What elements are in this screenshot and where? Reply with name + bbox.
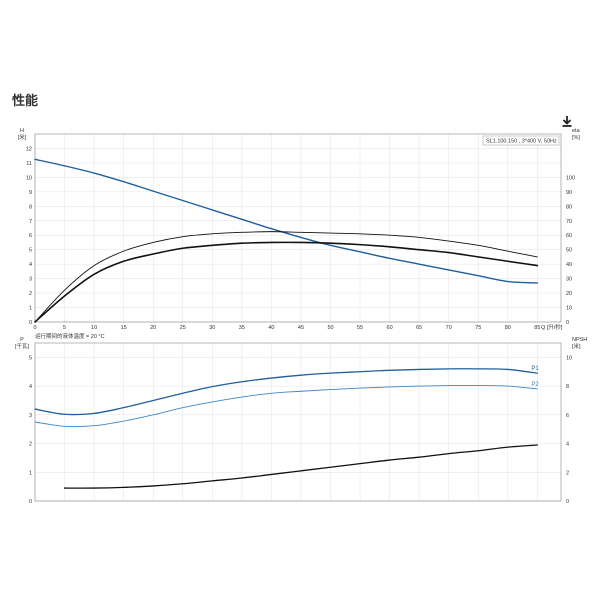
x-axis-label: Q [升/秒] <box>541 323 563 331</box>
tick-label-y-right: 30 <box>566 277 572 283</box>
tick-label-y-right: 10 <box>566 306 572 312</box>
tick-label-y-right: 60 <box>566 233 572 239</box>
tick-label-x: 0 <box>33 325 36 331</box>
tick-label-y-left: 10 <box>26 175 32 181</box>
y-right-axis-label: NPSH <box>572 337 587 343</box>
tick-label-y-right: 20 <box>566 291 572 297</box>
tick-label-x: 80 <box>505 325 511 331</box>
tick-label-x: 15 <box>121 325 127 331</box>
tick-label-y-right: 80 <box>566 204 572 210</box>
tick-label-x: 50 <box>327 325 333 331</box>
y-right-axis-unit: [%] <box>572 135 580 141</box>
tick-label-y-right: 90 <box>566 190 572 196</box>
info-box-text: SL1.100.150 , 3*400 V, 50Hz <box>486 139 557 145</box>
tick-label-y-right: 10 <box>566 355 572 361</box>
series-label: P2 <box>531 382 539 388</box>
tick-label-x: 60 <box>387 325 393 331</box>
series-line-1-2 <box>63 444 539 489</box>
download-icon[interactable] <box>560 114 574 128</box>
tick-label-y-left: 3 <box>29 413 32 419</box>
tick-label-x: 30 <box>209 325 215 331</box>
tick-label-y-right: 4 <box>566 442 569 448</box>
tick-label-x: 20 <box>150 325 156 331</box>
series-label: P1 <box>531 366 539 372</box>
tick-label-x: 45 <box>298 325 304 331</box>
tick-label-y-left: 5 <box>29 355 32 361</box>
tick-label-x: 65 <box>416 325 422 331</box>
tick-label-x: 75 <box>475 325 481 331</box>
plot-frame <box>34 342 562 502</box>
tick-label-y-left: 8 <box>29 204 32 210</box>
tick-label-x: 35 <box>239 325 245 331</box>
y-left-axis-unit: [千瓦] <box>15 342 30 350</box>
y-left-axis-label: P <box>20 337 24 343</box>
y-left-axis-label: H <box>20 128 24 134</box>
series-line-1-1 <box>34 384 538 428</box>
tick-label-y-right: 8 <box>566 384 569 390</box>
tick-label-y-left: 12 <box>26 146 32 152</box>
y-right-axis-label: eta <box>572 128 581 134</box>
y-right-axis-unit: [米] <box>572 342 581 350</box>
tick-label-x: 70 <box>446 325 452 331</box>
tick-label-x: 5 <box>63 325 66 331</box>
tick-label-y-left: 3 <box>29 277 32 283</box>
tick-label-y-right: 100 <box>566 175 575 181</box>
page-title: 性能 <box>12 93 39 108</box>
tick-label-y-right: 70 <box>566 219 572 225</box>
tick-label-y-right: 40 <box>566 262 572 268</box>
tick-label-y-left: 0 <box>29 320 32 326</box>
tick-label-y-right: 0 <box>566 320 569 326</box>
tick-label-y-left: 11 <box>26 161 32 167</box>
tick-label-x: 55 <box>357 325 363 331</box>
tick-label-y-right: 2 <box>566 470 569 476</box>
series-line-0-2 <box>34 241 539 323</box>
tick-label-y-left: 1 <box>29 306 32 312</box>
tick-label-y-left: 2 <box>29 442 32 448</box>
y-left-axis-unit: [米] <box>18 133 27 141</box>
tick-label-y-left: 6 <box>29 233 32 239</box>
tick-label-x: 10 <box>91 325 97 331</box>
tick-label-y-left: 1 <box>29 470 32 476</box>
tick-label-y-right: 50 <box>566 248 572 254</box>
tick-label-y-left: 4 <box>29 262 32 268</box>
tick-label-y-left: 4 <box>29 384 32 390</box>
tick-label-y-left: 7 <box>29 219 32 225</box>
info-box <box>482 135 560 146</box>
plot-frame <box>34 133 562 323</box>
tick-label-y-right: 0 <box>566 499 569 505</box>
tick-label-x: 25 <box>180 325 186 331</box>
tick-label-y-left: 0 <box>29 499 32 505</box>
tick-label-x: 85 <box>534 325 540 331</box>
tick-label-y-left: 9 <box>29 190 32 196</box>
series-line-1-0 <box>34 368 539 416</box>
temperature-note: 运行期间的液体温度 = 20 °C <box>35 332 105 340</box>
series-line-0-1 <box>34 231 538 323</box>
tick-label-x: 40 <box>268 325 274 331</box>
tick-label-y-right: 6 <box>566 413 569 419</box>
series-line-0-0 <box>34 158 539 284</box>
tick-label-y-left: 5 <box>29 248 32 254</box>
tick-label-y-left: 2 <box>29 291 32 297</box>
